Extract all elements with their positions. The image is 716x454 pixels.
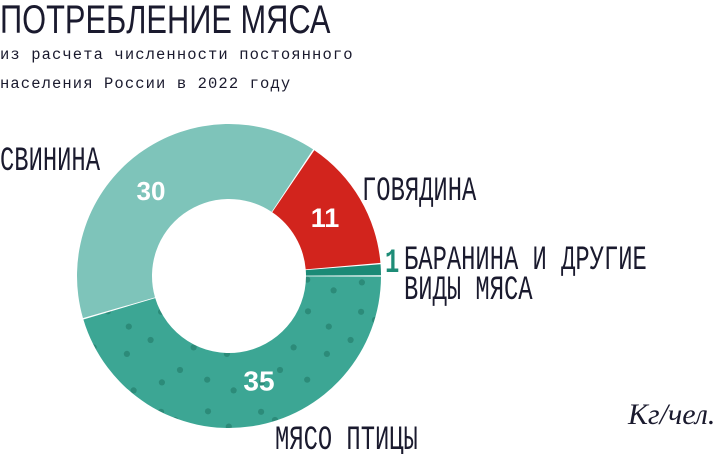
svg-text:35: 35 [243,365,274,396]
svg-text:30: 30 [137,176,166,206]
svg-text:11: 11 [311,203,340,233]
